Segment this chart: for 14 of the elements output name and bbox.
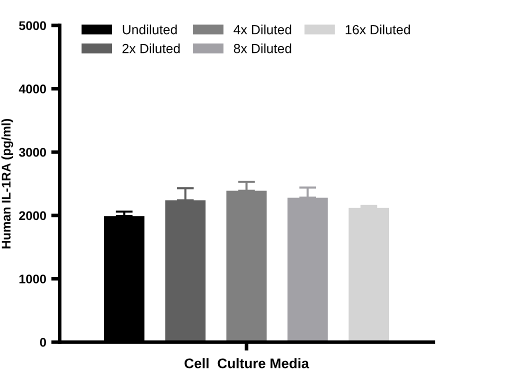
legend-label: 8x Diluted: [234, 44, 292, 54]
y-tick-label: 5000: [19, 21, 46, 30]
y-tick-label: 1000: [19, 274, 46, 284]
bar: [348, 208, 389, 342]
legend-label: 16x Diluted: [346, 24, 410, 34]
legend-label: 2x Diluted: [122, 44, 180, 54]
y-axis-title: Human IL-1RA (pg/ml): [1, 119, 14, 248]
y-tick-label: 3000: [18, 148, 46, 157]
legend-label: 4x Diluted: [234, 24, 292, 34]
y-tick-label: 2000: [19, 211, 46, 220]
legend-label: Undiluted: [122, 24, 177, 34]
y-tick-label: 0: [40, 338, 46, 347]
x-axis-title: Cell Culture Media: [184, 358, 310, 368]
y-tick-label: 4000: [18, 84, 46, 94]
